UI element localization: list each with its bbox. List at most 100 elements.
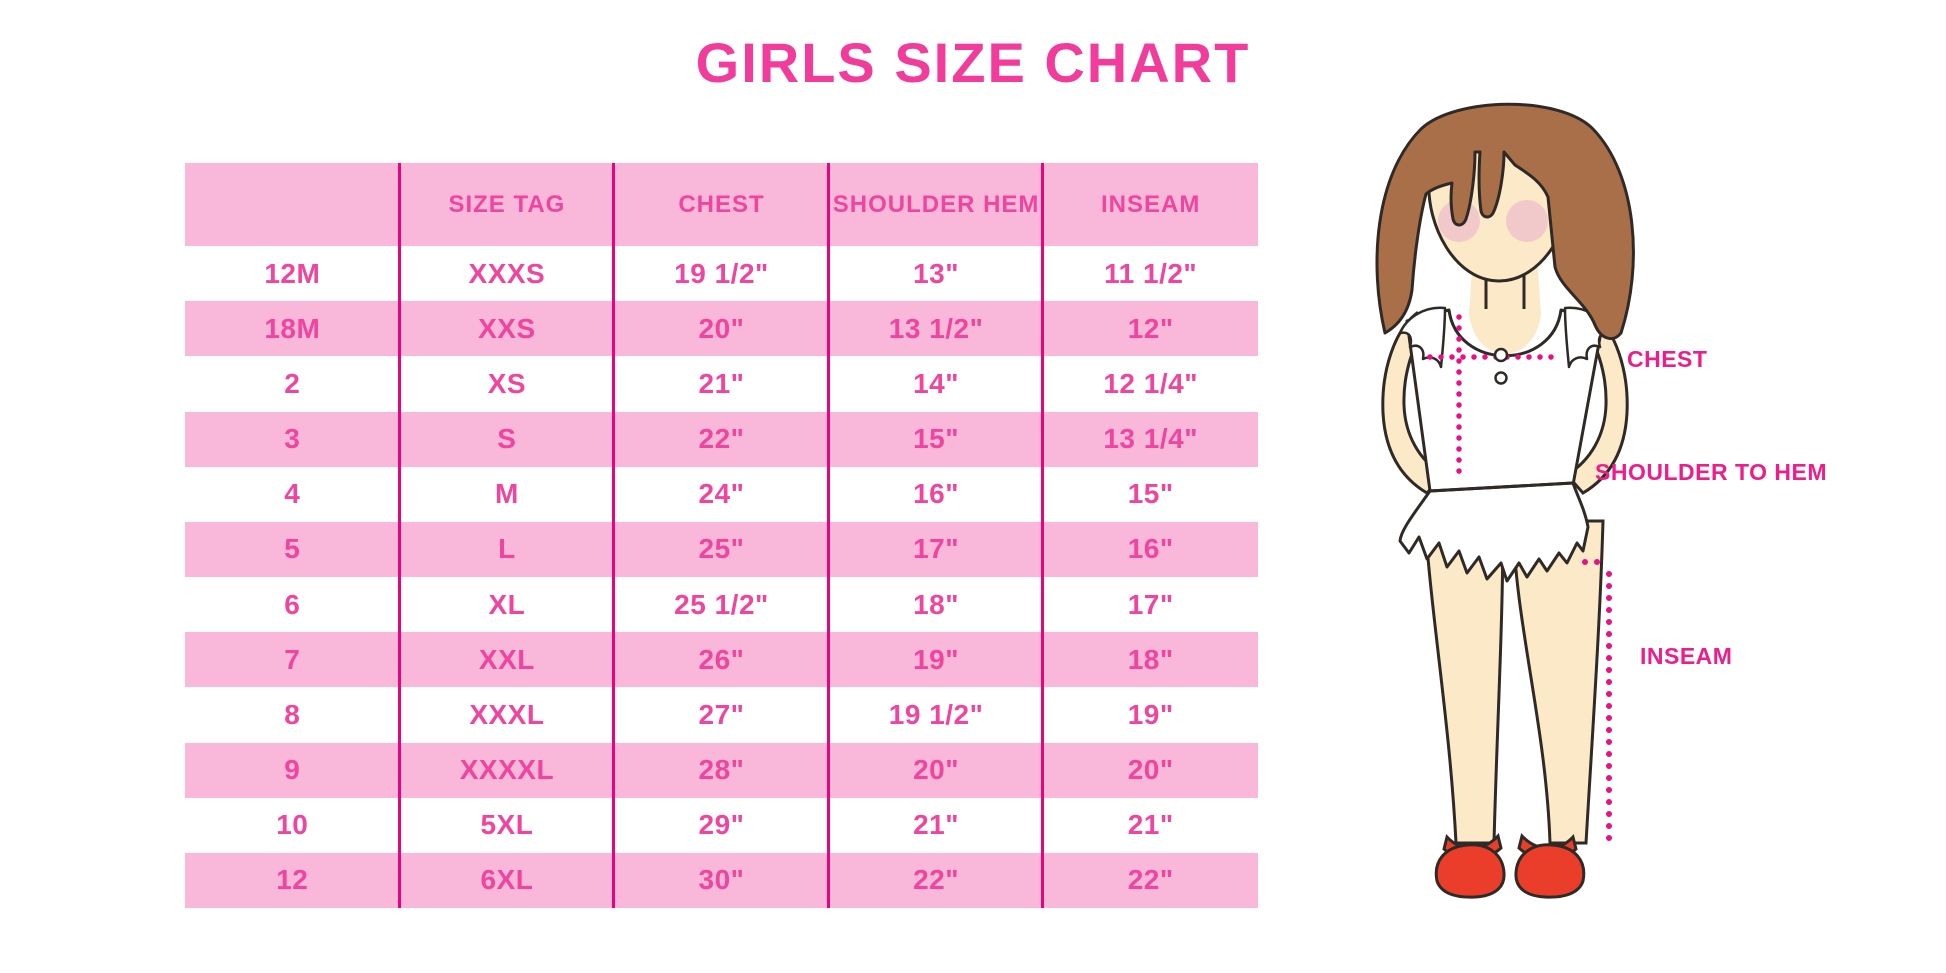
waist-seam [1429, 481, 1574, 493]
table-cell: 22" [698, 423, 745, 455]
girl-measurement-figure [1375, 102, 1635, 899]
table-cell: XXXL [469, 698, 545, 730]
table-cell: 5 [284, 533, 301, 565]
table-cell: 26" [698, 643, 745, 675]
table-cell: 16" [913, 478, 960, 510]
table-cell: 7 [284, 643, 301, 675]
table-cell: M [494, 478, 519, 510]
table-row: 5 L 25" 17" 16" [185, 521, 1258, 578]
table-cell: 16" [1127, 533, 1174, 565]
table-row: 12M XXXS 19 1/2" 13" 11 1/2" [185, 246, 1258, 302]
table-row: 7 XXL 26" 19" 18" [185, 632, 1258, 688]
table-cell: 24" [698, 478, 745, 510]
hair [1375, 102, 1635, 341]
table-header-row: SIZE TAG CHEST SHOULDER HEM INSEAM [185, 163, 1258, 246]
column-header: INSEAM [1101, 190, 1201, 218]
table-cell: 27" [698, 698, 745, 730]
table-cell: 19 1/2" [888, 698, 984, 730]
column-divider [612, 163, 616, 908]
table-row: 18M XXS 20" 13 1/2" 12" [185, 301, 1258, 357]
table-cell: 3 [284, 423, 301, 455]
table-cell: 25 1/2" [674, 588, 769, 620]
table-cell: XXXS [468, 257, 546, 289]
table-row: 12 6XL 30" 22" 22" [185, 852, 1258, 909]
inseam-label: INSEAM [1640, 643, 1733, 669]
table-cell: 28" [698, 754, 745, 786]
table-cell: 18M [264, 312, 321, 344]
table-cell: 21" [913, 809, 960, 841]
table-cell: 5XL [480, 809, 534, 841]
table-cell: 12 [276, 864, 309, 896]
table-cell: 15" [1127, 478, 1174, 510]
table-cell: 25" [698, 533, 745, 565]
page-title: GIRLS SIZE CHART [695, 31, 1251, 94]
table-cell: 30" [698, 864, 745, 896]
chest-label: CHEST [1627, 346, 1708, 372]
table-cell: XXS [478, 312, 536, 344]
column-header: CHEST [678, 190, 765, 218]
table-row: 9 XXXXL 28" 20" 20" [185, 742, 1258, 798]
table-cell: 17" [913, 533, 960, 565]
table-cell: 12 1/4" [1103, 367, 1198, 399]
size-table: SIZE TAG CHEST SHOULDER HEM INSEAM 12M XXXS 1… [185, 163, 1258, 909]
table-row: 3 S 22" 15" 13 1/4" [185, 411, 1258, 467]
table-cell: 18" [913, 588, 960, 620]
table-cell: 9 [284, 754, 301, 786]
table-cell: 19 1/2" [674, 257, 769, 289]
table-cell: 20" [913, 754, 960, 786]
table-cell: 12" [1127, 312, 1174, 344]
table-cell: 19" [1127, 698, 1174, 730]
column-divider [826, 163, 830, 908]
dress-button [1493, 347, 1509, 363]
table-cell: XL [488, 588, 526, 620]
table-body: 12M XXXS 19 1/2" 13" 11 1/2" 18M XXS 20" 13 1/2"… [185, 246, 1258, 909]
table-cell: 21" [1127, 809, 1174, 841]
table-cell: L [498, 533, 516, 565]
dress-button [1494, 371, 1508, 385]
table-cell: 14" [913, 367, 960, 399]
table-cell: 15" [913, 423, 960, 455]
right-shoe [1514, 832, 1586, 899]
table-row: 2 XS 21" 14" 12 1/4" [185, 356, 1258, 412]
table-cell: 12M [264, 257, 321, 289]
table-cell: 13" [913, 257, 960, 289]
right-blush [1506, 200, 1548, 242]
table-cell: 10 [276, 809, 309, 841]
table-cell: 19" [913, 643, 960, 675]
column-header: SHOULDER HEM [832, 190, 1040, 218]
table-cell: 4 [284, 478, 301, 510]
table-cell: XXL [478, 643, 535, 675]
table-cell: 6 [284, 588, 301, 620]
table-cell: 13 1/2" [888, 312, 984, 344]
table-cell: 17" [1127, 588, 1174, 620]
table-cell: 18" [1127, 643, 1174, 675]
table-cell: 21" [698, 367, 745, 399]
skirt [1398, 481, 1590, 583]
table-cell: 22" [1127, 864, 1174, 896]
table-cell: 29" [698, 809, 745, 841]
column-divider [1041, 163, 1045, 908]
table-cell: 13 1/4" [1103, 423, 1198, 455]
table-cell: 11 1/2" [1104, 257, 1198, 289]
table-cell: 6XL [480, 864, 534, 896]
table-row: 4 M 24" 16" 15" [185, 466, 1258, 522]
inseam-dotted-line [1582, 559, 1612, 843]
table-row: 10 5XL 29" 21" 21" [185, 797, 1258, 853]
left-shoe [1434, 832, 1506, 899]
table-cell: 8 [284, 698, 301, 730]
column-divider [397, 163, 401, 908]
table-cell: S [497, 423, 517, 455]
column-header: SIZE TAG [448, 190, 566, 218]
column-header [185, 163, 400, 246]
table-cell: XXXXL [459, 754, 555, 786]
right-arm [1564, 311, 1629, 495]
table-cell: 20" [698, 312, 745, 344]
table-row: 8 XXXL 27" 19 1/2" 19" [185, 687, 1258, 743]
left-shoulder-ruffle [1398, 306, 1447, 369]
table-cell: 22" [913, 864, 960, 896]
table-cell: 2 [284, 367, 301, 399]
table-cell: 20" [1127, 754, 1174, 786]
table-cell: XS [487, 367, 527, 399]
shoulder-to-hem-label: SHOULDER TO HEM [1595, 459, 1827, 485]
